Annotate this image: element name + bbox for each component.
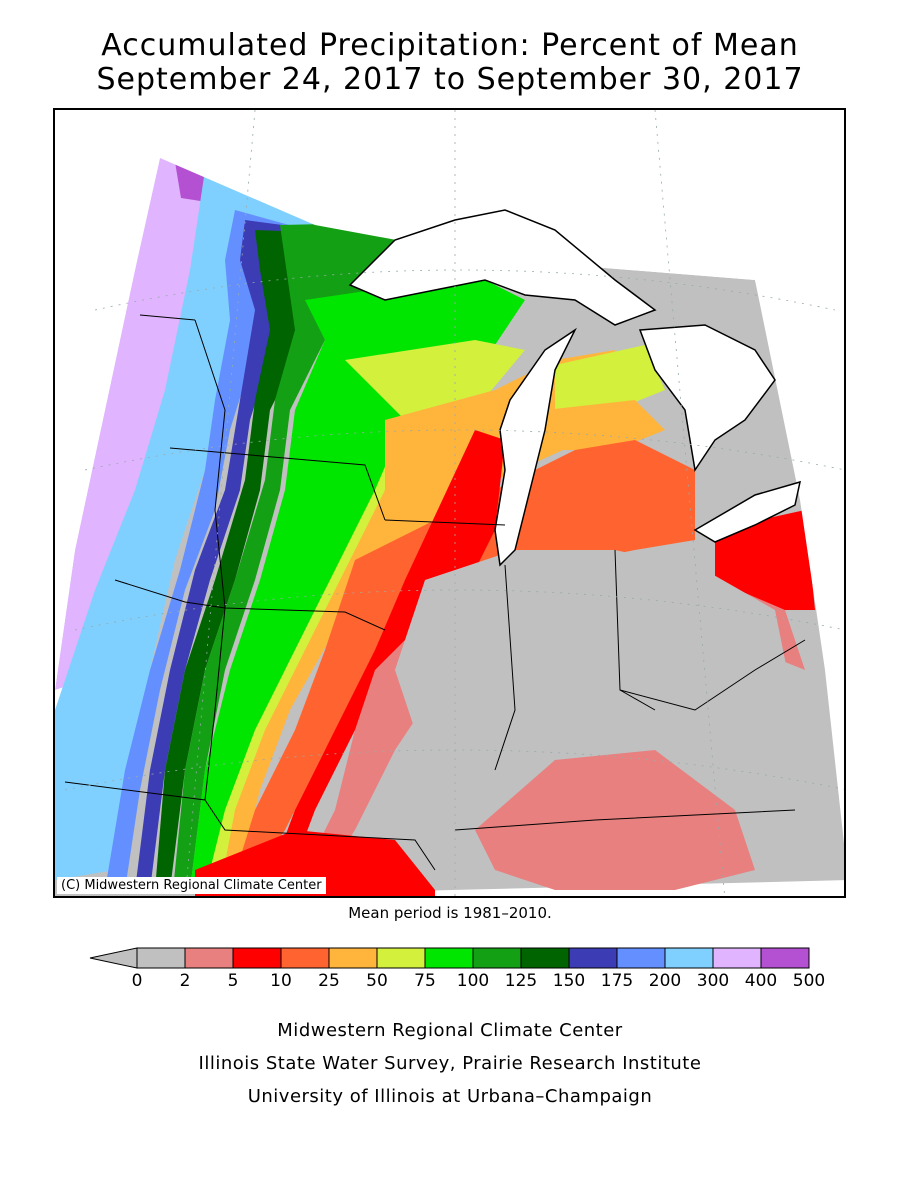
region-0-2-interior (395, 550, 795, 790)
legend-swatch (664, 947, 714, 969)
region-5-10-east (715, 510, 815, 610)
region-50-75-michigan (555, 345, 665, 420)
legend-tick-label: 50 (366, 971, 388, 991)
legend-swatch (424, 947, 474, 969)
region-125-150-west (155, 225, 385, 890)
legend-swatch (136, 947, 186, 969)
lake-michigan (494, 327, 577, 567)
legend-tick-label: 2 (180, 971, 191, 991)
legend-tick-label: 75 (414, 971, 436, 991)
legend-swatch (568, 947, 618, 969)
legend-labels: 0 2 5 10 25 50 75 100 125 150 175 200 300 400 500 (132, 971, 826, 991)
outside-domain-east (755, 110, 844, 844)
state-boundaries (64, 314, 806, 871)
legend-swatch (712, 947, 762, 969)
region-2-5-south (475, 750, 755, 890)
legend-swatch (232, 947, 282, 969)
lake-superior (348, 209, 657, 326)
legend-tick-label: 125 (505, 971, 537, 991)
region-100-125-west (173, 222, 415, 890)
legend-swatch (616, 947, 666, 969)
legend-swatch (472, 947, 522, 969)
legend-swatch (184, 947, 234, 969)
legend-tick-label: 300 (697, 971, 729, 991)
credit-line-2: Illinois State Water Survey, Prairie Res… (198, 1053, 702, 1074)
legend-below-arrow (89, 947, 138, 969)
legend-swatch (328, 947, 378, 969)
map-title-line-1: Accumulated Precipitation: Percent of Me… (101, 28, 799, 63)
lat-lon-grid (64, 110, 844, 896)
mean-period-note: Mean period is 1981–2010. (348, 904, 552, 922)
legend-tick-label: 400 (745, 971, 777, 991)
legend-tick-label: 10 (270, 971, 292, 991)
lake-erie (693, 480, 802, 543)
credit-line-3: University of Illinois at Urbana–Champai… (247, 1086, 653, 1107)
legend-tick-label: 0 (132, 971, 143, 991)
legend-swatch (280, 947, 330, 969)
region-150-175-west (135, 220, 360, 890)
color-legend: 0 2 5 10 25 50 75 100 125 150 175 200 300 400 500 (89, 947, 826, 991)
outside-domain-west (55, 110, 160, 690)
outside-domain-north (160, 110, 755, 280)
region-200-300-west (55, 170, 355, 880)
legend-tick-label: 500 (793, 971, 825, 991)
legend-tick-label: 100 (457, 971, 489, 991)
legend-tick-label: 25 (318, 971, 340, 991)
region-25-50-michigan (545, 400, 665, 450)
map-canvas (55, 110, 844, 896)
legend-boxes (89, 947, 810, 969)
legend-swatch (520, 947, 570, 969)
legend-swatch (760, 947, 810, 969)
legend-tick-label: 5 (228, 971, 239, 991)
legend-tick-label: 175 (601, 971, 633, 991)
credit-line-1: Midwestern Regional Climate Center (277, 1020, 623, 1041)
legend-tick-label: 200 (649, 971, 681, 991)
legend-swatch (376, 947, 426, 969)
copyright-label: (C) Midwestern Regional Climate Center (57, 877, 326, 894)
legend-tick-label: 150 (553, 971, 585, 991)
map-title-line-2: September 24, 2017 to September 30, 2017 (96, 62, 804, 97)
lake-huron (638, 324, 776, 472)
precipitation-map: (C) Midwestern Regional Climate Center (53, 108, 846, 898)
